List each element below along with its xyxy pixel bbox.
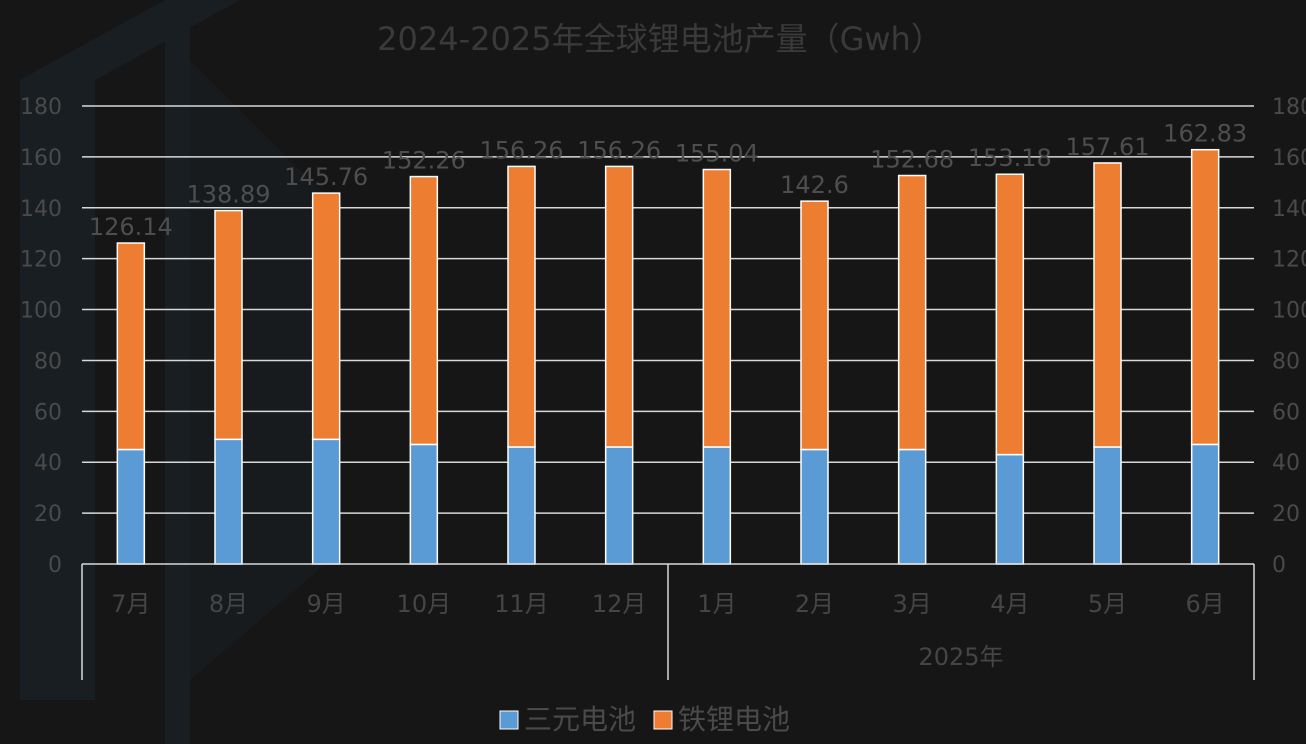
y2-tick-label: 60 <box>1272 400 1300 425</box>
data-label-total: 126.14 <box>89 213 173 241</box>
data-label-total: 145.76 <box>284 163 368 191</box>
x-tick-label: 9月 <box>307 590 346 618</box>
bar-segment-lfp <box>1190 148 1220 446</box>
y2-tick-label: 100 <box>1272 299 1306 324</box>
y2-tick-label: 20 <box>1272 502 1300 527</box>
x-tick-label: 7月 <box>111 590 150 618</box>
bar-segment-ternary <box>214 438 243 565</box>
data-label-total: 156.26 <box>480 136 564 164</box>
y-tick-label: 20 <box>34 502 62 527</box>
bar-segment-lfp <box>507 165 536 448</box>
data-labels: 126.14 138.89 145.76 152.26 156.26 156.26 155.… <box>89 120 1247 241</box>
y2-tick-label: 160 <box>1272 146 1306 171</box>
bar-segment-ternary <box>507 446 536 565</box>
x-tick-label: 8月 <box>209 590 248 618</box>
y2-tick-label: 140 <box>1272 197 1306 222</box>
bar-segment-lfp <box>116 242 146 451</box>
x-tick-label: 10月 <box>397 590 452 618</box>
data-label-total: 152.68 <box>870 146 954 174</box>
y-tick-label: 120 <box>20 248 62 273</box>
y2-tick-label: 0 <box>1272 553 1286 578</box>
x-tick-label: 4月 <box>990 590 1029 618</box>
bar-segment-ternary <box>1093 446 1122 565</box>
legend-swatch-ternary <box>499 710 519 730</box>
x-tick-label: 6月 <box>1186 590 1225 618</box>
data-label-total: 156.26 <box>577 136 661 164</box>
y-axis-right: 0 20 40 60 80 100 120 140 160 180 <box>1272 95 1306 578</box>
x-tick-label: 12月 <box>592 590 647 618</box>
bar-segment-lfp <box>409 175 439 446</box>
y-tick-label: 0 <box>48 553 62 578</box>
y-tick-label: 40 <box>34 451 62 476</box>
bar-segment-ternary <box>702 446 732 565</box>
bar-segment-lfp <box>702 168 732 448</box>
x-tick-label: 1月 <box>697 590 736 618</box>
watermark-logo <box>20 0 330 744</box>
bar-segment-lfp <box>995 173 1025 456</box>
bar-segment-ternary <box>897 448 927 565</box>
data-label-total: 162.83 <box>1163 120 1247 148</box>
data-label-total: 153.18 <box>968 144 1052 172</box>
bar-segment-lfp <box>214 209 243 441</box>
bar-segment-ternary <box>995 453 1025 565</box>
legend-label-lfp: 铁锂电池 <box>678 703 790 736</box>
y2-tick-label: 180 <box>1272 95 1306 120</box>
bar-segment-ternary <box>800 448 829 565</box>
bar-segment-lfp <box>604 165 634 448</box>
bar-segment-lfp <box>897 174 927 451</box>
y-tick-label: 100 <box>20 299 62 324</box>
bar-segment-lfp <box>311 192 341 441</box>
legend-swatch-lfp <box>653 710 673 730</box>
y2-tick-label: 120 <box>1272 248 1306 273</box>
bar-segment-lfp <box>1093 162 1122 448</box>
x-tick-label: 3月 <box>893 590 932 618</box>
bar-segment-lfp <box>800 200 829 451</box>
chart-title: 2024-2025年全球锂电池产量（Gwh） <box>377 20 943 58</box>
data-label-total: 152.26 <box>382 147 466 175</box>
bar-segment-ternary <box>116 448 146 565</box>
y-tick-label: 160 <box>20 146 62 171</box>
data-label-total: 142.6 <box>780 171 849 199</box>
bar-segment-ternary <box>409 443 439 565</box>
x-group-label: 2025年 <box>918 643 1003 671</box>
legend-label-ternary: 三元电池 <box>524 703 636 736</box>
y-tick-label: 180 <box>20 95 62 120</box>
bar-segment-ternary <box>1190 443 1220 565</box>
y-tick-label: 60 <box>34 400 62 425</box>
legend: 三元电池 铁锂电池 <box>499 703 790 736</box>
x-tick-label: 2月 <box>795 590 834 618</box>
bar-segment-ternary <box>604 446 634 565</box>
y-axis-left: 0 20 40 60 80 100 120 140 160 180 <box>20 95 62 578</box>
data-label-total: 157.61 <box>1066 133 1150 161</box>
y2-tick-label: 80 <box>1272 349 1300 374</box>
y2-tick-label: 40 <box>1272 451 1300 476</box>
x-tick-label: 5月 <box>1088 590 1127 618</box>
data-label-total: 155.04 <box>675 140 759 168</box>
y-tick-label: 80 <box>34 349 62 374</box>
x-axis: 7月 8月 9月 10月 11月 12月 1月 2月 3月 4月 5月 6月 2025年 <box>81 563 1255 680</box>
data-label-total: 138.89 <box>187 181 271 209</box>
bar-segment-ternary <box>311 438 341 565</box>
y-tick-label: 140 <box>20 197 62 222</box>
x-tick-label: 11月 <box>494 590 549 618</box>
gridlines <box>82 105 1254 514</box>
